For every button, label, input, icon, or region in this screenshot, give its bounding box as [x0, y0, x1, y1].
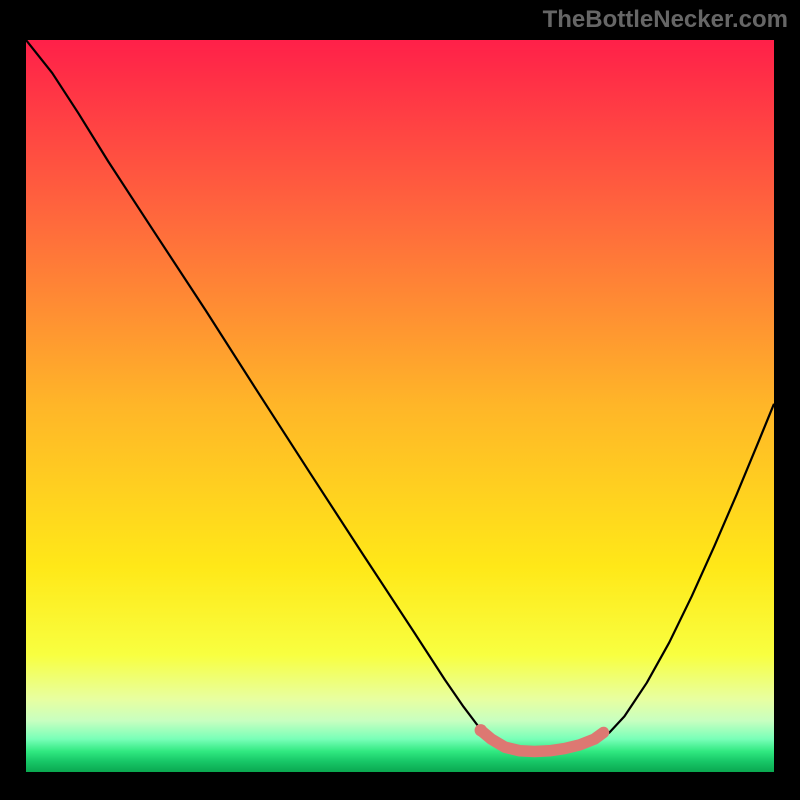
- plot-svg: [26, 40, 774, 772]
- frame-left: [0, 0, 26, 800]
- attribution-label: TheBottleNecker.com: [543, 6, 788, 34]
- frame-bottom: [0, 772, 800, 800]
- chart-container: TheBottleNecker.com: [0, 0, 800, 800]
- plot-area: [26, 40, 774, 772]
- highlight-endpoint-marker: [475, 724, 487, 736]
- bottleneck-curve: [26, 40, 774, 755]
- optimal-range-highlight: [481, 730, 604, 751]
- frame-right: [774, 0, 800, 800]
